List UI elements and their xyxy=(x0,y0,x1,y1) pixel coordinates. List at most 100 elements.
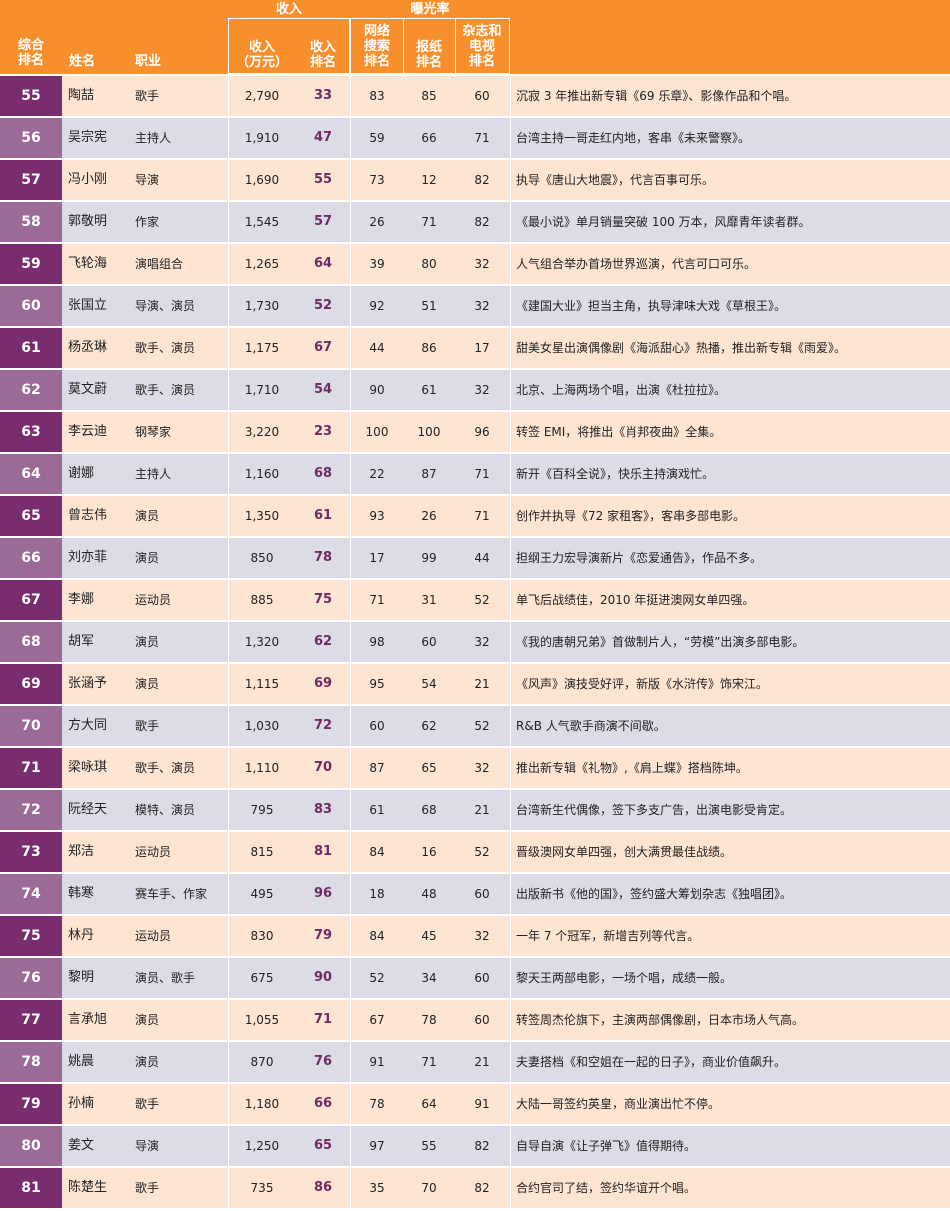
job-cell: 歌手 xyxy=(135,1097,160,1111)
overall-rank-cell: 67 xyxy=(0,580,62,620)
income-rank-cell: 78 xyxy=(313,550,333,565)
income-cell: 1,110 xyxy=(244,761,280,775)
web-rank-cell: 73 xyxy=(369,173,385,187)
note-cell: 北京、上海两场个唱，出演《杜拉拉》。 xyxy=(516,383,727,397)
name-cell: 李云迪 xyxy=(68,424,108,439)
header-income-rank: 收入 排名 xyxy=(309,40,336,70)
overall-rank-cell: 81 xyxy=(0,1168,62,1208)
note-cell: 合约官司了结，签约华谊开个唱。 xyxy=(516,1181,697,1195)
note-cell: 担纲王力宏导演新片《恋爱通告》，作品不多。 xyxy=(516,551,763,565)
column-divider xyxy=(510,74,511,1211)
note-cell: 黎天王两部电影，一场个唱，成绩一般。 xyxy=(516,971,733,985)
job-cell: 钢琴家 xyxy=(135,425,172,439)
income-cell: 830 xyxy=(250,929,274,943)
job-cell: 运动员 xyxy=(135,929,172,943)
tv-rank-cell: 32 xyxy=(474,383,490,397)
table-row: 67 李娜 运动员 885 75 71 31 52 单飞后战绩佳，2010 年挺进澳网女单四强。 xyxy=(0,580,950,620)
name-cell: 韩寒 xyxy=(68,886,95,901)
job-cell: 主持人 xyxy=(135,131,172,145)
table-row: 57 冯小刚 导演 1,690 55 73 12 82 执导《唐山大地震》，代言百事可乐。 xyxy=(0,160,950,200)
note-cell: 创作并执导《72 家租客》，客串多部电影。 xyxy=(516,509,746,523)
job-cell: 导演、演员 xyxy=(135,299,196,313)
overall-rank-cell: 69 xyxy=(0,664,62,704)
header-tv-rank: 杂志和 电视 排名 xyxy=(462,24,502,69)
paper-rank-cell: 65 xyxy=(421,761,437,775)
income-rank-cell: 33 xyxy=(313,88,333,103)
income-rank-cell: 83 xyxy=(313,802,333,817)
tv-rank-cell: 71 xyxy=(474,467,490,481)
income-rank-cell: 55 xyxy=(313,172,333,187)
tv-rank-cell: 32 xyxy=(474,299,490,313)
table-row: 70 方大同 歌手 1,030 72 60 62 52 R&B 人气歌手商演不间歇。 xyxy=(0,706,950,746)
tv-rank-cell: 71 xyxy=(474,509,490,523)
overall-rank-cell: 59 xyxy=(0,244,62,284)
job-cell: 演员 xyxy=(135,1055,160,1069)
web-rank-cell: 93 xyxy=(369,509,385,523)
tv-rank-cell: 60 xyxy=(474,971,490,985)
overall-rank-cell: 65 xyxy=(0,496,62,536)
header-web-rank: 网络 搜索 排名 xyxy=(363,24,390,69)
paper-rank-cell: 100 xyxy=(417,425,441,439)
income-cell: 1,160 xyxy=(244,467,280,481)
job-cell: 赛车手、作家 xyxy=(135,887,208,901)
web-rank-cell: 90 xyxy=(369,383,385,397)
job-cell: 歌手 xyxy=(135,719,160,733)
name-cell: 陶喆 xyxy=(68,88,95,103)
table-row: 62 莫文蔚 歌手、演员 1,710 54 90 61 32 北京、上海两场个唱，出演《杜拉拉》… xyxy=(0,370,950,410)
name-cell: 谢娜 xyxy=(68,466,95,481)
income-rank-cell: 68 xyxy=(313,466,333,481)
web-rank-cell: 92 xyxy=(369,299,385,313)
note-cell: 推出新专辑《礼物》,《肩上蝶》搭档陈坤。 xyxy=(516,761,748,775)
table-row: 59 飞轮海 演唱组合 1,265 64 39 80 32 人气组合举办首场世界巡演，代言可口可… xyxy=(0,244,950,284)
income-rank-cell: 96 xyxy=(313,886,333,901)
header-exposure-group: 曝光率 xyxy=(410,2,450,17)
tv-rank-cell: 32 xyxy=(474,929,490,943)
paper-rank-cell: 54 xyxy=(421,677,437,691)
table-row: 58 郭敬明 作家 1,545 57 26 71 82 《最小说》单月销量突破 100 万本，风… xyxy=(0,202,950,242)
tv-rank-cell: 96 xyxy=(474,425,490,439)
overall-rank-cell: 70 xyxy=(0,706,62,746)
job-cell: 歌手 xyxy=(135,1181,160,1195)
tv-rank-cell: 60 xyxy=(474,89,490,103)
income-rank-cell: 65 xyxy=(313,1138,333,1153)
column-divider xyxy=(228,74,229,1211)
overall-rank-cell: 77 xyxy=(0,1000,62,1040)
name-cell: 李娜 xyxy=(68,592,95,607)
table-row: 63 李云迪 钢琴家 3,220 23 100 100 96 转签 EMI，将推出《肖邦夜曲》全… xyxy=(0,412,950,452)
table-row: 56 吴宗宪 主持人 1,910 47 59 66 71 台湾主持一哥走红内地，客串《未来警察》… xyxy=(0,118,950,158)
web-rank-cell: 52 xyxy=(369,971,385,985)
income-rank-cell: 67 xyxy=(313,340,333,355)
note-cell: 台湾新生代偶像，签下多支广告，出演电影受肯定。 xyxy=(516,803,793,817)
table-row: 78 姚晨 演员 870 76 91 71 21 夫妻搭档《和空姐在一起的日子》，商业价值飙升。 xyxy=(0,1042,950,1082)
job-cell: 演员 xyxy=(135,551,160,565)
income-rank-cell: 69 xyxy=(313,676,333,691)
tv-rank-cell: 17 xyxy=(474,341,490,355)
web-rank-cell: 95 xyxy=(369,677,385,691)
paper-rank-cell: 86 xyxy=(421,341,437,355)
web-rank-cell: 17 xyxy=(369,551,385,565)
name-cell: 吴宗宪 xyxy=(68,130,108,145)
overall-rank-cell: 62 xyxy=(0,370,62,410)
tv-rank-cell: 52 xyxy=(474,845,490,859)
table-row: 74 韩寒 赛车手、作家 495 96 18 48 60 出版新书《他的国》，签约盛大筹划杂志《… xyxy=(0,874,950,914)
note-cell: 新开《百科全说》，快乐主持演戏忙。 xyxy=(516,467,715,481)
header-job: 职业 xyxy=(134,54,161,69)
income-rank-cell: 70 xyxy=(313,760,333,775)
paper-rank-cell: 68 xyxy=(421,803,437,817)
income-cell: 1,030 xyxy=(244,719,280,733)
income-cell: 1,545 xyxy=(244,215,280,229)
note-cell: 沉寂 3 年推出新专辑《69 乐章》、影像作品和个唱。 xyxy=(516,89,797,103)
web-rank-cell: 87 xyxy=(369,761,385,775)
paper-rank-cell: 55 xyxy=(421,1139,437,1153)
job-cell: 导演 xyxy=(135,173,160,187)
table-row: 61 杨丞琳 歌手、演员 1,175 67 44 86 17 甜美女星出演偶像剧《海派甜心》热播… xyxy=(0,328,950,368)
income-rank-cell: 86 xyxy=(313,1180,333,1195)
web-rank-cell: 44 xyxy=(369,341,385,355)
income-cell: 1,265 xyxy=(244,257,280,271)
income-cell: 795 xyxy=(250,803,274,817)
web-rank-cell: 91 xyxy=(369,1055,385,1069)
web-rank-cell: 83 xyxy=(369,89,385,103)
income-cell: 1,175 xyxy=(244,341,280,355)
note-cell: 晋级澳网女单四强，创大满贯最佳战绩。 xyxy=(516,845,733,859)
web-rank-cell: 60 xyxy=(369,719,385,733)
